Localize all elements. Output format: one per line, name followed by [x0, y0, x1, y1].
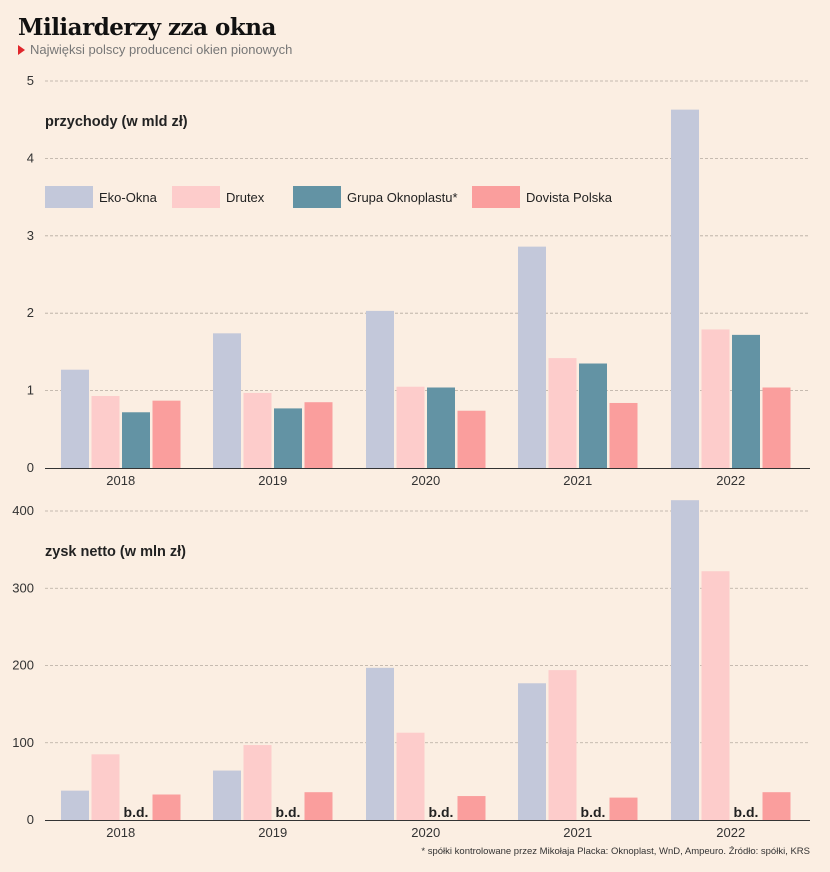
profit-bar: [366, 667, 394, 820]
profit-panel-title: zysk netto (w mln zł): [45, 544, 186, 560]
profit-xtick-label: 2022: [716, 825, 745, 840]
profit-bar: [304, 792, 333, 820]
revenue-bar: [762, 387, 791, 468]
revenue-ytick-label: 1: [27, 383, 34, 398]
revenue-bar: [671, 109, 699, 468]
revenue-ytick-label: 4: [27, 150, 34, 165]
revenue-ytick-label: 2: [27, 305, 34, 320]
revenue-ytick-label: 0: [27, 460, 34, 475]
profit-missing-label: b.d.: [429, 804, 454, 820]
revenue-bar: [366, 310, 394, 468]
profit-bar: [152, 794, 181, 820]
triangle-icon: [18, 44, 25, 55]
revenue-bar: [61, 369, 89, 468]
profit-xtick-label: 2021: [563, 825, 592, 840]
revenue-panel-title: przychody (w mld zł): [45, 114, 188, 130]
revenue-bar: [213, 333, 241, 468]
revenue-bar: [457, 410, 486, 468]
revenue-bar: [609, 402, 638, 468]
profit-missing-label: b.d.: [581, 804, 606, 820]
profit-bar: [457, 796, 486, 820]
revenue-bar: [152, 400, 181, 468]
profit-ytick-label: 100: [12, 735, 34, 750]
profit-bar: [518, 683, 546, 820]
profit-bar: [91, 754, 120, 820]
profit-bar: [61, 790, 89, 820]
revenue-xtick-label: 2018: [106, 473, 135, 488]
profit-bar: [548, 670, 577, 820]
revenue-bar: [427, 387, 455, 468]
profit-xtick-label: 2019: [258, 825, 287, 840]
revenue-bar: [548, 358, 577, 468]
footnote: * spółki kontrolowane przez Mikołaja Pla…: [421, 846, 810, 857]
revenue-bar: [518, 246, 546, 468]
profit-ytick-label: 400: [12, 503, 34, 518]
profit-bar: [701, 571, 730, 820]
legend-label: Eko-Okna: [99, 190, 158, 205]
profit-missing-label: b.d.: [276, 804, 301, 820]
legend-swatch: [172, 186, 220, 208]
legend-swatch: [293, 186, 341, 208]
profit-ytick-label: 200: [12, 658, 34, 673]
revenue-bar: [396, 386, 425, 468]
legend-label: Dovista Polska: [526, 190, 613, 205]
profit-bar: [762, 792, 791, 820]
profit-xtick-label: 2018: [106, 825, 135, 840]
revenue-xtick-label: 2019: [258, 473, 287, 488]
revenue-bar: [701, 329, 730, 468]
revenue-bar: [732, 334, 760, 468]
profit-bar: [213, 770, 241, 820]
revenue-bar: [579, 363, 607, 468]
revenue-xtick-label: 2020: [411, 473, 440, 488]
profit-bar: [243, 745, 272, 820]
legend-swatch: [45, 186, 93, 208]
revenue-bar: [243, 392, 272, 468]
revenue-xtick-label: 2022: [716, 473, 745, 488]
chart-subtitle: Najwięksi polscy producenci okien pionow…: [18, 42, 292, 57]
subtitle-text: Najwięksi polscy producenci okien pionow…: [30, 42, 293, 57]
revenue-xtick-label: 2021: [563, 473, 592, 488]
revenue-ytick-label: 3: [27, 228, 34, 243]
revenue-bar: [91, 396, 120, 468]
legend-label: Grupa Oknoplastu*: [347, 190, 458, 205]
revenue-ytick-label: 5: [27, 73, 34, 88]
legend-swatch: [472, 186, 520, 208]
profit-missing-label: b.d.: [124, 804, 149, 820]
profit-xtick-label: 2020: [411, 825, 440, 840]
profit-missing-label: b.d.: [734, 804, 759, 820]
profit-ytick-label: 0: [27, 812, 34, 827]
profit-bar: [396, 732, 425, 820]
legend-label: Drutex: [226, 190, 265, 205]
revenue-bar: [122, 412, 150, 468]
profit-bar: [609, 797, 638, 820]
profit-ytick-label: 300: [12, 580, 34, 595]
revenue-bar: [304, 402, 333, 468]
chart-title: Miliarderzy zza okna: [18, 14, 276, 41]
revenue-bar: [274, 408, 302, 468]
profit-bar: [671, 500, 699, 820]
